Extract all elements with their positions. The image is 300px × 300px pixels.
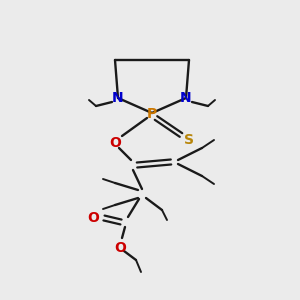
Text: N: N: [180, 91, 192, 105]
Text: N: N: [112, 91, 124, 105]
Text: O: O: [109, 136, 121, 150]
Text: O: O: [114, 241, 126, 255]
Text: S: S: [184, 133, 194, 147]
Text: O: O: [87, 211, 99, 225]
Text: P: P: [147, 107, 157, 121]
